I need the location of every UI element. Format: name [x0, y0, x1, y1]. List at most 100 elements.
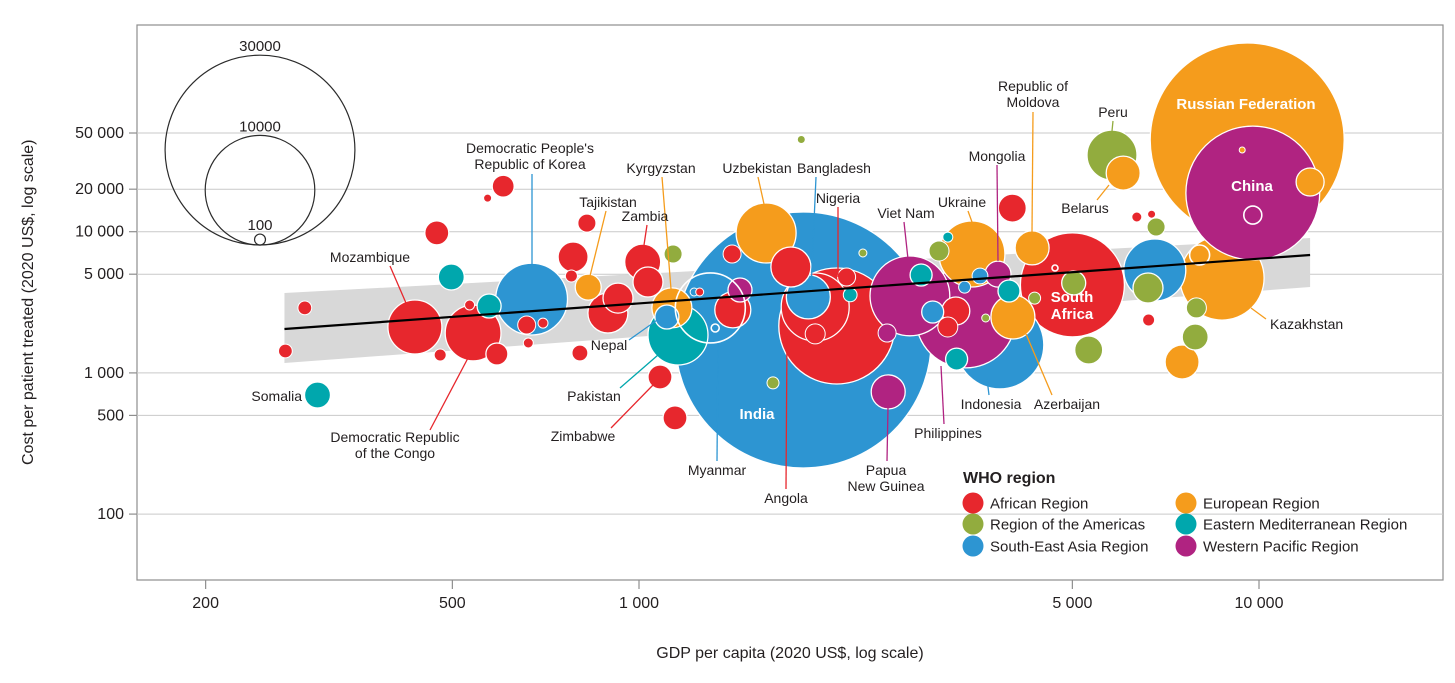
x-axis-title: GDP per capita (2020 US$, log scale)	[656, 645, 924, 662]
country-label-indonesia: Indonesia	[961, 396, 1022, 412]
leader-line-papua-new-guinea	[886, 406, 889, 462]
country-annotations: Somalia Mozambique Democratic Republic of t…	[251, 78, 1343, 506]
bubble-bubble	[837, 267, 857, 287]
bubble-mozambique	[387, 299, 443, 355]
bubble-tajikistan	[574, 273, 602, 301]
country-label-bangladesh: Bangladesh	[797, 160, 871, 176]
x-tick-label: 200	[192, 595, 219, 612]
country-label-peru: Peru	[1098, 104, 1128, 120]
bubble-bubble	[958, 280, 972, 294]
x-tick-label: 1 000	[619, 595, 659, 612]
bubble-bubble	[577, 213, 597, 233]
legend-label-sear: South-East Asia Region	[990, 539, 1148, 556]
size-legend-label: 100	[247, 217, 272, 234]
bubble-bubble	[921, 300, 945, 324]
y-tick-label: 10 000	[75, 224, 124, 241]
bubble-bubble	[1142, 313, 1156, 327]
legend-swatch-emr	[1175, 513, 1197, 535]
country-label-papua-new-guinea: Papua New Guinea	[847, 462, 924, 494]
bubble-bubble	[770, 246, 812, 288]
country-label-kazakhstan: Kazakhstan	[1270, 316, 1343, 332]
leader-line-democratic-republic-of-the-congo	[429, 357, 469, 431]
in-bubble-label-china: China	[1231, 178, 1273, 195]
bubble-bubble	[710, 323, 721, 333]
bubble-bubble	[522, 337, 534, 349]
bubble-bubble	[483, 193, 493, 203]
country-label-philippines: Philippines	[914, 425, 982, 441]
leader-line-republic-of-moldova	[1031, 111, 1034, 233]
size-legend-circle-100	[253, 233, 267, 246]
y-tick-label: 1 000	[84, 365, 124, 382]
bubble-bubble	[485, 342, 509, 366]
bubble-bubble	[1131, 211, 1143, 223]
leader-line-belarus	[1096, 184, 1110, 201]
y-tick-label: 500	[97, 407, 124, 424]
leader-line-mozambique	[389, 265, 410, 311]
bubble-bubble	[602, 282, 634, 314]
bubble-bubble	[1188, 244, 1211, 266]
bubble-bubble	[1146, 217, 1166, 237]
bubble-bubble	[1243, 205, 1263, 225]
leader-line-kazakhstan	[1250, 307, 1267, 320]
country-label-zambia: Zambia	[622, 208, 669, 224]
bubble-bubble	[722, 244, 742, 264]
bubble-bubble	[464, 299, 476, 311]
y-tick-label: 100	[97, 506, 124, 523]
bubble-bubble	[942, 231, 954, 243]
legend-swatch-eur	[1175, 492, 1197, 514]
leader-line-zimbabwe	[610, 383, 655, 429]
bubble-bubble	[1051, 264, 1059, 272]
bubble-bubble	[928, 240, 950, 262]
bubble-bubble	[662, 405, 688, 431]
bubble-bubble	[937, 316, 959, 338]
bubble-bubble	[909, 263, 933, 287]
y-tick-label: 5 000	[84, 266, 124, 283]
bubble-bubble	[564, 269, 578, 283]
leader-line-tajikistan	[589, 210, 607, 277]
country-label-belarus: Belarus	[1061, 200, 1108, 216]
legend-label-eur: European Region	[1203, 496, 1320, 513]
country-label-somalia: Somalia	[251, 388, 302, 404]
country-label-ukraine: Ukraine	[938, 194, 986, 210]
leader-line-indonesia	[986, 378, 990, 396]
bubble-bubble	[1185, 297, 1207, 319]
legend-swatch-amr	[962, 513, 984, 535]
leader-line-pakistan	[619, 354, 659, 389]
country-label-pakistan: Pakistan	[567, 388, 621, 404]
bubble-republic-of-moldova	[1014, 230, 1050, 266]
bubble-bubble	[997, 193, 1027, 223]
bubble-bubble	[1295, 167, 1325, 197]
country-label-azerbaijan: Azerbaijan	[1034, 396, 1100, 412]
bubble-belarus	[1105, 155, 1141, 191]
bubble-papua-new-guinea	[870, 374, 906, 410]
bubble-myanmar	[674, 272, 747, 344]
bubble-bubble	[517, 315, 537, 335]
leader-line-nepal	[628, 317, 661, 341]
leader-line-ukraine	[967, 210, 973, 223]
bubble-bubble	[537, 317, 549, 329]
country-label-myanmar: Myanmar	[688, 462, 747, 478]
bubble-bubble	[571, 344, 589, 362]
bubble-bubble	[997, 279, 1021, 303]
in-bubble-label-india: India	[739, 406, 775, 423]
country-label-mongolia: Mongolia	[969, 148, 1026, 164]
bubble-bubble	[297, 300, 313, 316]
bubble-bubble	[842, 287, 858, 303]
x-tick-label: 10 000	[1235, 595, 1284, 612]
bubble-bubble	[1147, 209, 1157, 219]
country-label-republic-of-moldova: Republic of Moldova	[998, 78, 1068, 110]
leader-line-angola	[785, 335, 788, 490]
bubble-bubble	[877, 323, 897, 343]
bubble-bubble	[796, 135, 806, 144]
bubble-bubble	[981, 313, 991, 323]
country-label-kyrgyzstan: Kyrgyzstan	[626, 160, 695, 176]
bubble-bubble	[1074, 335, 1104, 365]
country-label-democratic-people-s-republic-of-korea: Democratic People's Republic of Korea	[466, 140, 594, 172]
bubble-zimbabwe	[647, 364, 673, 390]
bubble-bubble	[858, 248, 868, 258]
bubble-bubble	[804, 323, 826, 345]
leader-line-viet-nam	[903, 221, 909, 260]
bubble-bubble	[1164, 344, 1200, 380]
bubble-somalia	[303, 381, 332, 409]
